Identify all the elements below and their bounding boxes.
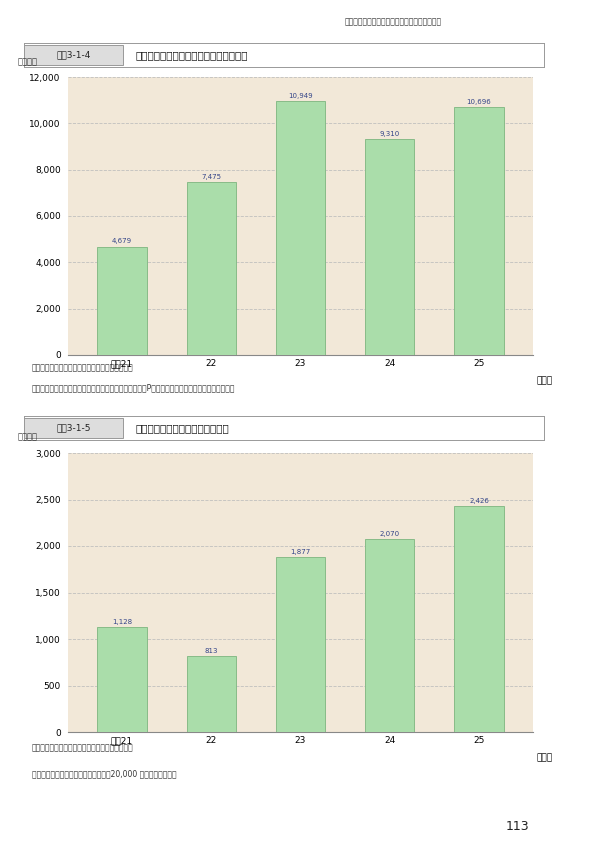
Text: 10,696: 10,696 <box>466 99 491 105</box>
Bar <box>365 139 414 355</box>
Bar <box>365 540 414 732</box>
Text: 2,070: 2,070 <box>380 531 400 537</box>
Text: （千㎡）: （千㎡） <box>17 57 37 66</box>
Bar <box>24 418 123 438</box>
Text: 813: 813 <box>205 648 218 654</box>
Bar <box>24 45 123 65</box>
Text: 図表3-1-5: 図表3-1-5 <box>57 424 91 433</box>
Text: 土地に関する動向: 土地に関する動向 <box>555 285 565 322</box>
Text: 資料：国土交通省「建築着工統計調査」より作成: 資料：国土交通省「建築着工統計調査」より作成 <box>32 743 133 752</box>
Text: （千㎡）: （千㎡） <box>17 433 37 442</box>
Text: 113: 113 <box>506 820 530 834</box>
Text: 7,475: 7,475 <box>201 173 221 179</box>
Text: 第３章: 第３章 <box>526 19 539 25</box>
Bar <box>455 506 503 732</box>
Text: 1,128: 1,128 <box>112 619 132 625</box>
Bar <box>98 247 146 355</box>
Text: 4,679: 4,679 <box>112 238 132 244</box>
Text: 2,426: 2,426 <box>469 498 489 504</box>
Text: 図表3-1-4: 図表3-1-4 <box>57 51 91 60</box>
Bar <box>276 101 325 355</box>
Bar <box>187 657 236 732</box>
Bar <box>455 107 503 355</box>
Text: 注：大規模な倉庫は、延べ床面積が20,000 ㎡を超える倉庫。: 注：大規模な倉庫は、延べ床面積が20,000 ㎡を超える倉庫。 <box>32 770 176 779</box>
Bar <box>276 557 325 732</box>
Text: 資料：国土交通省「建築着工統計調査」より作成: 資料：国土交通省「建築着工統計調査」より作成 <box>32 364 133 372</box>
Text: 注：医療・福祉用建築物は、標準産業分類の大分類「P．医療、福祉」の用に供される建築物。: 注：医療・福祉用建築物は、標準産業分類の大分類「P．医療、福祉」の用に供される建… <box>32 383 235 392</box>
Text: 大規模な倉庫の着工床面積の推移: 大規模な倉庫の着工床面積の推移 <box>136 424 230 434</box>
Text: 1,877: 1,877 <box>290 549 311 555</box>
Text: 板・未利用地の有効利用による地域価値の向上: 板・未利用地の有効利用による地域価値の向上 <box>345 18 442 26</box>
Bar <box>98 627 146 732</box>
Text: 9,310: 9,310 <box>380 131 400 137</box>
Text: 10,949: 10,949 <box>288 93 313 99</box>
Text: （年）: （年） <box>537 376 553 385</box>
Text: （年）: （年） <box>537 753 553 762</box>
Text: 医療・福祉用建築物の着工床面積の推移: 医療・福祉用建築物の着工床面積の推移 <box>136 51 248 61</box>
Bar <box>187 182 236 355</box>
